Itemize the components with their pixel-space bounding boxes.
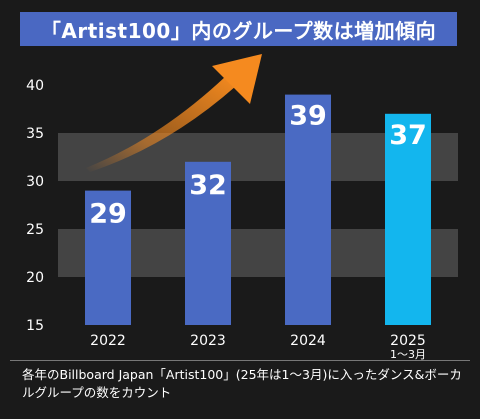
footnote: 各年のBillboard Japan「Artist100」(25年は1〜3月)に… bbox=[22, 367, 462, 400]
y-tick-label: 30 bbox=[26, 174, 44, 190]
bar bbox=[185, 161, 231, 325]
x-tick-label: 2025 bbox=[390, 333, 426, 349]
x-tick-label: 2024 bbox=[290, 333, 326, 349]
y-tick-label: 25 bbox=[26, 222, 44, 238]
y-tick-label: 20 bbox=[26, 270, 44, 286]
bar-value-label: 29 bbox=[89, 199, 127, 230]
trend-arrow-shaft bbox=[86, 76, 236, 172]
footnote-divider bbox=[10, 360, 470, 361]
bar bbox=[285, 94, 331, 325]
x-tick-label: 1〜3月 bbox=[390, 348, 426, 360]
y-tick-label: 15 bbox=[26, 318, 44, 334]
y-tick-label: 40 bbox=[26, 78, 44, 94]
x-tick-label: 2022 bbox=[90, 333, 126, 349]
bar-value-label: 39 bbox=[289, 101, 327, 132]
bar bbox=[385, 113, 431, 325]
bar-value-label: 32 bbox=[189, 170, 227, 201]
chart-title: 「Artist100」内のグループ数は増加傾向 bbox=[20, 12, 457, 46]
bar bbox=[85, 190, 131, 325]
x-tick-label: 2023 bbox=[190, 333, 226, 349]
trend-arrow-head bbox=[212, 54, 262, 104]
bar-value-label: 37 bbox=[389, 120, 427, 151]
y-tick-label: 35 bbox=[26, 126, 44, 142]
